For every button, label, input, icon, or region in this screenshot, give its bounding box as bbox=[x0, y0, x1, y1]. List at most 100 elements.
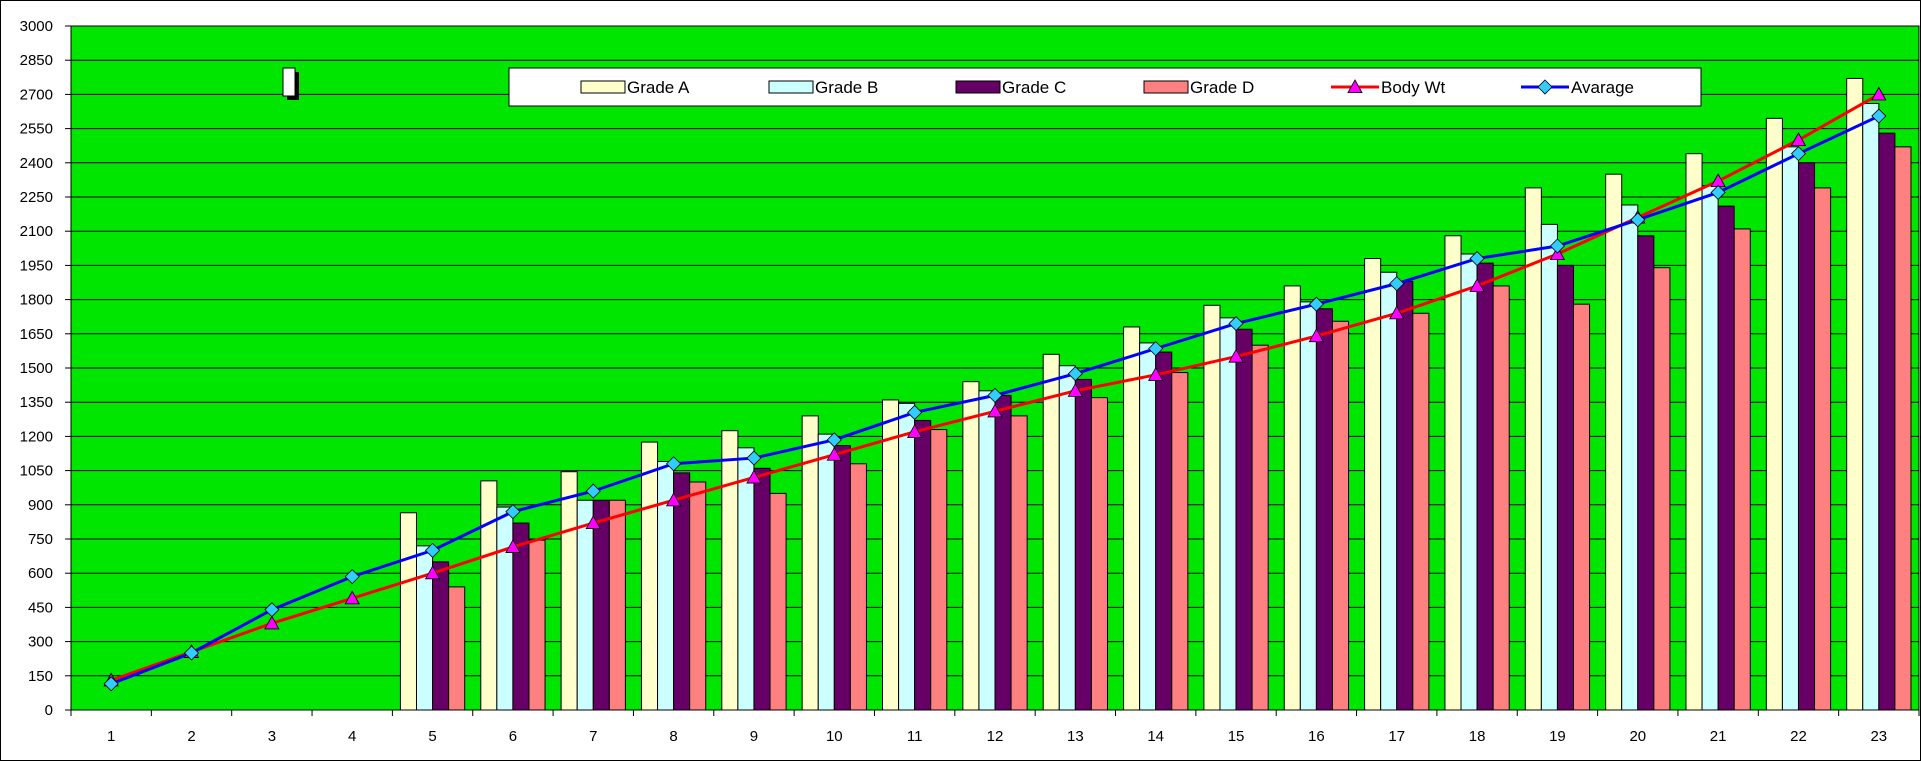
bar bbox=[898, 402, 916, 711]
x-tick-label: 16 bbox=[1308, 728, 1325, 745]
point bbox=[264, 615, 280, 630]
x-tick-label: 8 bbox=[669, 728, 677, 745]
bar bbox=[1235, 328, 1253, 711]
point bbox=[1308, 328, 1325, 343]
point bbox=[746, 450, 762, 466]
point bbox=[746, 469, 762, 484]
bar bbox=[560, 471, 578, 711]
x-tick-label: 21 bbox=[1710, 728, 1727, 745]
point bbox=[907, 404, 923, 421]
point bbox=[1228, 315, 1244, 332]
bar bbox=[1797, 162, 1816, 711]
point bbox=[666, 456, 682, 472]
y-tick-label: 1500 bbox=[20, 360, 53, 377]
bar bbox=[1621, 204, 1639, 711]
x-tick-label: 13 bbox=[1067, 728, 1084, 745]
bar bbox=[769, 492, 787, 711]
point bbox=[1389, 305, 1405, 320]
point bbox=[665, 492, 682, 507]
bar bbox=[1331, 320, 1350, 711]
bar bbox=[1556, 264, 1575, 711]
bar bbox=[689, 481, 707, 711]
bar bbox=[1685, 153, 1703, 711]
point bbox=[1228, 348, 1244, 363]
bar bbox=[1155, 351, 1173, 711]
bar bbox=[1460, 253, 1478, 711]
legend-swatch bbox=[1143, 80, 1189, 94]
y-tick-label: 750 bbox=[28, 531, 53, 548]
line-series-group bbox=[103, 86, 1887, 692]
bar bbox=[1878, 132, 1896, 711]
bar bbox=[1058, 365, 1076, 711]
bar bbox=[496, 506, 514, 711]
legend-swatch bbox=[580, 80, 626, 94]
y-tick-label: 150 bbox=[28, 668, 53, 685]
y-tick-label: 2250 bbox=[20, 189, 53, 206]
x-tick-label: 9 bbox=[750, 728, 758, 745]
legend-box bbox=[508, 67, 1702, 107]
point bbox=[1469, 278, 1485, 292]
point bbox=[585, 483, 601, 499]
y-tick-label: 3000 bbox=[20, 18, 53, 35]
bar bbox=[1364, 258, 1382, 711]
bar bbox=[1139, 342, 1157, 711]
bar bbox=[448, 586, 466, 711]
y-tick-label: 900 bbox=[28, 497, 53, 514]
bar bbox=[994, 394, 1012, 711]
legend: Grade A Grade B Grade C Grade D Body Wt Avara… bbox=[508, 67, 1702, 107]
bar bbox=[1781, 146, 1799, 711]
point bbox=[1790, 146, 1807, 162]
point bbox=[505, 504, 521, 520]
point bbox=[1871, 108, 1887, 124]
point bbox=[585, 515, 601, 530]
bar bbox=[737, 447, 755, 711]
bar bbox=[399, 512, 417, 711]
point bbox=[1549, 238, 1566, 254]
bar bbox=[640, 441, 659, 711]
bar bbox=[1171, 372, 1189, 711]
point bbox=[987, 387, 1003, 403]
x-tick-label: 1 bbox=[107, 728, 115, 745]
point bbox=[1537, 79, 1553, 95]
bar bbox=[978, 390, 996, 711]
point bbox=[906, 424, 923, 438]
x-tick-label: 17 bbox=[1388, 728, 1405, 745]
point bbox=[1710, 184, 1726, 201]
y-tick-label: 1650 bbox=[20, 326, 53, 343]
point bbox=[1067, 382, 1084, 397]
x-tick-label: 22 bbox=[1790, 728, 1807, 745]
bar bbox=[1396, 280, 1414, 711]
x-tick-label: 19 bbox=[1549, 728, 1566, 745]
legend-swatch bbox=[955, 80, 1001, 94]
legend-label: Grade D bbox=[1190, 78, 1254, 97]
bar bbox=[1283, 285, 1301, 711]
bar bbox=[882, 399, 900, 711]
x-tick-label: 6 bbox=[509, 728, 517, 745]
x-tick-label: 18 bbox=[1469, 728, 1486, 745]
point bbox=[424, 542, 441, 558]
x-tick-label: 7 bbox=[589, 728, 597, 745]
x-tick-label: 20 bbox=[1629, 728, 1646, 745]
x-tick-label: 23 bbox=[1870, 728, 1887, 745]
bar bbox=[1637, 235, 1655, 711]
x-tick-label: 5 bbox=[428, 728, 436, 745]
bar bbox=[1444, 235, 1462, 711]
point bbox=[1148, 367, 1164, 381]
y-tick-label: 2100 bbox=[20, 223, 53, 240]
bar bbox=[1074, 378, 1092, 711]
point bbox=[505, 539, 521, 553]
bar bbox=[1894, 146, 1912, 711]
bar bbox=[1380, 271, 1398, 711]
x-tick-label: 10 bbox=[826, 728, 843, 745]
point bbox=[264, 602, 280, 618]
bar bbox=[1090, 397, 1108, 711]
bar bbox=[1476, 262, 1494, 711]
bar bbox=[817, 433, 835, 711]
bar bbox=[673, 472, 691, 711]
point bbox=[1389, 276, 1405, 292]
y-tick-label: 2400 bbox=[20, 155, 53, 172]
x-tick-label: 15 bbox=[1228, 728, 1245, 745]
bar bbox=[1717, 205, 1735, 711]
point bbox=[1148, 341, 1164, 357]
point bbox=[1871, 86, 1887, 101]
